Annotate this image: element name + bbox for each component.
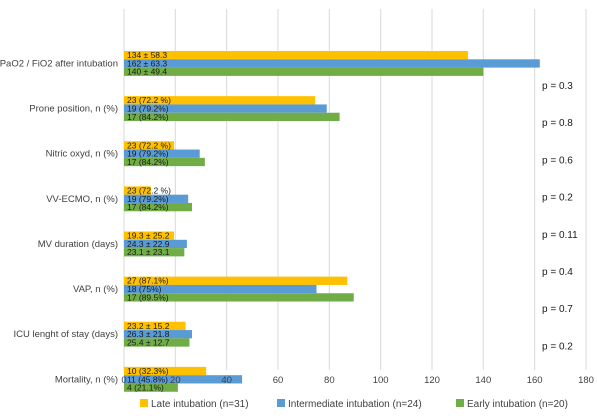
p-value-label: p = 0.2	[542, 193, 573, 204]
bar-data-label: 10 (32.3%)	[127, 366, 169, 376]
bar-data-label: 17 (84.2%)	[127, 157, 169, 167]
category-label: VAP, n (%)	[73, 284, 118, 295]
bar	[124, 321, 186, 331]
bar-data-label: 24.3 ± 22.9	[127, 239, 170, 249]
x-tick-label: 20	[170, 375, 181, 386]
p-value-label: p = 0.4	[542, 267, 573, 278]
bar-data-label: 23 (72.2 %)	[127, 95, 171, 105]
legend-label: Intermediate intubation (n=24)	[288, 399, 422, 410]
bar	[124, 338, 190, 347]
bar-data-label: 27 (87.1%)	[127, 276, 169, 286]
category-labels: PaO2 / FiO2 after intubation Prone positi…	[0, 58, 118, 385]
bar	[124, 239, 187, 249]
legend-label: Late intubation (n=31)	[151, 399, 249, 410]
p-value-label: p = 0.6	[542, 155, 573, 166]
bar	[124, 330, 193, 339]
x-tick-label: 180	[578, 375, 594, 386]
category-label: MV duration (days)	[38, 239, 118, 250]
bar	[124, 96, 316, 105]
bar	[124, 112, 340, 122]
x-tick-label: 40	[221, 375, 232, 386]
bar-data-label: 19.3 ± 25.2	[127, 231, 170, 241]
p-values: p = 0.3 p = 0.8 p = 0.6 p = 0.2 p = 0.11 p = …	[542, 81, 578, 352]
category-label: ICU lenght of stay (days)	[13, 329, 118, 340]
x-tick-label: 80	[324, 375, 335, 386]
bar-data-label: 11 (45.8%)	[127, 374, 168, 384]
x-tick-label: 140	[475, 375, 491, 386]
x-tick-label: 60	[273, 375, 284, 386]
bar	[124, 59, 540, 68]
bar	[124, 104, 327, 113]
bar-data-label: 23 (72.2 %)	[127, 140, 171, 150]
bar	[124, 231, 175, 240]
category-label: Prone position, n (%)	[29, 104, 118, 115]
bar	[124, 157, 205, 167]
legend-swatch	[456, 399, 464, 407]
legend-swatch	[277, 399, 285, 407]
bar	[124, 186, 151, 195]
bar	[124, 383, 178, 392]
bar-data-label: 134 ± 58.3	[127, 50, 167, 60]
category-label: VV-ECMO, n (%)	[46, 194, 118, 205]
bar-data-label: 23.1 ± 23.1	[127, 247, 170, 257]
bar	[124, 293, 354, 302]
bar	[124, 141, 175, 150]
x-tick-label: 0	[121, 375, 126, 386]
bar	[124, 248, 185, 257]
bar	[124, 276, 348, 285]
legend-swatch	[140, 399, 148, 407]
bar	[124, 67, 484, 76]
bar-data-label: 18 (75%)	[127, 284, 162, 294]
bar-data-label: 25.4 ± 12.7	[127, 337, 170, 347]
x-axis-ticks: 0 20 40 60 80 100 120 140 160 180	[121, 375, 594, 386]
bar	[124, 149, 200, 158]
p-value-label: p = 0.7	[542, 304, 573, 315]
p-value-label: p = 0.3	[542, 81, 573, 92]
category-label: Nitric oxyd, n (%)	[46, 149, 118, 160]
bar	[124, 194, 189, 203]
bar-data-label: 162 ± 63.3	[127, 58, 167, 68]
legend: Late intubation (n=31) Intermediate intub…	[140, 399, 568, 410]
bar-data-label: 17 (84.2%)	[127, 202, 169, 212]
bar-data-label: 26.3 ± 21.8	[127, 329, 170, 339]
bar	[124, 366, 207, 376]
bar	[124, 375, 243, 384]
bars	[124, 51, 540, 392]
x-tick-label: 160	[527, 375, 543, 386]
bar-data-label: 17 (84.2%)	[127, 112, 169, 122]
category-label: Mortality, n (%)	[55, 374, 118, 385]
bar	[124, 51, 468, 60]
p-value-label: p = 0.8	[542, 118, 573, 129]
bar-data-label: 23 (72.2 %)	[127, 185, 171, 195]
bar-data-label: 19 (79.2%)	[127, 194, 169, 204]
bar	[124, 202, 193, 212]
bar-data-label: 19 (79.2%)	[127, 104, 169, 114]
bar	[124, 284, 317, 294]
bar-data-label: 17 (89.5%)	[127, 292, 169, 302]
bar-data-label: 19 (79.2%)	[127, 149, 169, 159]
category-label: PaO2 / FiO2 after intubation	[0, 58, 118, 69]
x-tick-label: 100	[373, 375, 389, 386]
x-tick-label: 120	[424, 375, 440, 386]
p-value-label: p = 0.2	[542, 341, 573, 352]
bar-data-label: 4 (21.1%)	[127, 383, 164, 393]
legend-label: Early intubation (n=20)	[467, 399, 568, 410]
bar-data-label: 140 ± 49.4	[127, 67, 167, 77]
bar-data-label: 23.2 ± 15.2	[127, 321, 170, 331]
p-value-label: p = 0.11	[542, 230, 578, 241]
